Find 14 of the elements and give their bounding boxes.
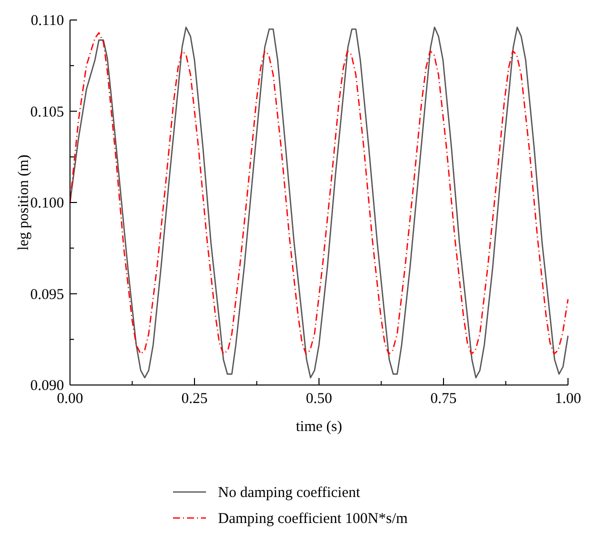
y-axis-title: leg position (m) — [16, 154, 32, 250]
x-tick-label: 0.75 — [430, 391, 457, 407]
y-tick-label: 0.110 — [30, 13, 64, 29]
x-axis-title: time (s) — [296, 419, 342, 435]
y-tick-label: 0.105 — [30, 104, 64, 120]
x-tick-label: 1.00 — [554, 391, 582, 407]
y-tick-label: 0.090 — [30, 378, 64, 394]
legend-label: Damping coefficient 100N*s/m — [218, 511, 408, 527]
y-tick-label: 0.095 — [30, 286, 64, 303]
legend-label: No damping coefficient — [218, 485, 362, 501]
y-tick-label: 0.100 — [30, 196, 64, 212]
x-tick-label: 0.25 — [181, 391, 208, 407]
x-tick-label: 0.50 — [306, 391, 332, 407]
x-tick-label: 0.00 — [56, 391, 84, 407]
